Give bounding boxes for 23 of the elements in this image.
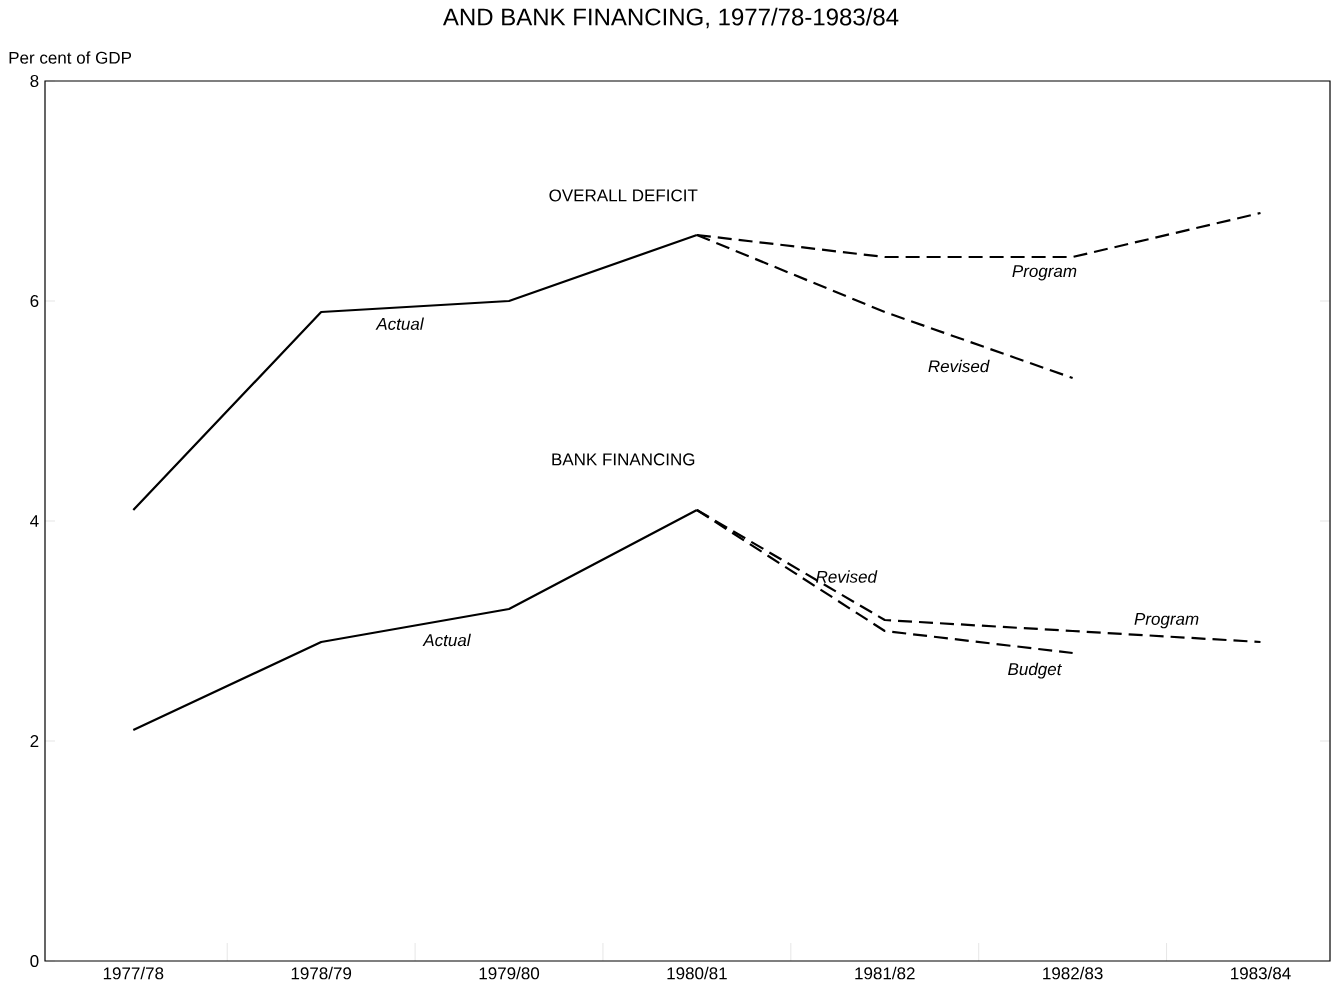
series-label: Program (1134, 613, 1199, 629)
x-tick-label: 1981/82 (855, 966, 915, 980)
x-tick-label: 1983/84 (1231, 966, 1291, 980)
x-tick-label: 1978/79 (291, 966, 352, 980)
series-label: Revised (928, 359, 990, 373)
y-axis-title: Per cent of GDP (9, 51, 132, 64)
annotation: BANK FINANCING (552, 453, 695, 466)
series-label: Actual (375, 317, 424, 330)
chart-title: AND BANK FINANCING, 1977/78-1983/84 (442, 7, 899, 29)
y-tick-label: 0 (30, 954, 39, 968)
series-label: Revised (816, 570, 878, 583)
series-label: Actual (422, 633, 471, 647)
series-label: Program (1012, 265, 1077, 281)
y-tick-label: 2 (30, 735, 39, 747)
x-tick-label: 1982/83 (1043, 966, 1103, 980)
x-tick-label: 1979/80 (479, 966, 540, 980)
x-tick-label: 1977/78 (103, 966, 164, 980)
annotation: Budget (1008, 662, 1062, 679)
y-tick-label: 6 (30, 294, 39, 308)
annotation: OVERALL DEFICIT (549, 189, 698, 202)
y-tick-label: 8 (30, 74, 39, 88)
x-tick-label: 1980/81 (667, 966, 727, 980)
y-tick-label: 4 (30, 515, 39, 527)
